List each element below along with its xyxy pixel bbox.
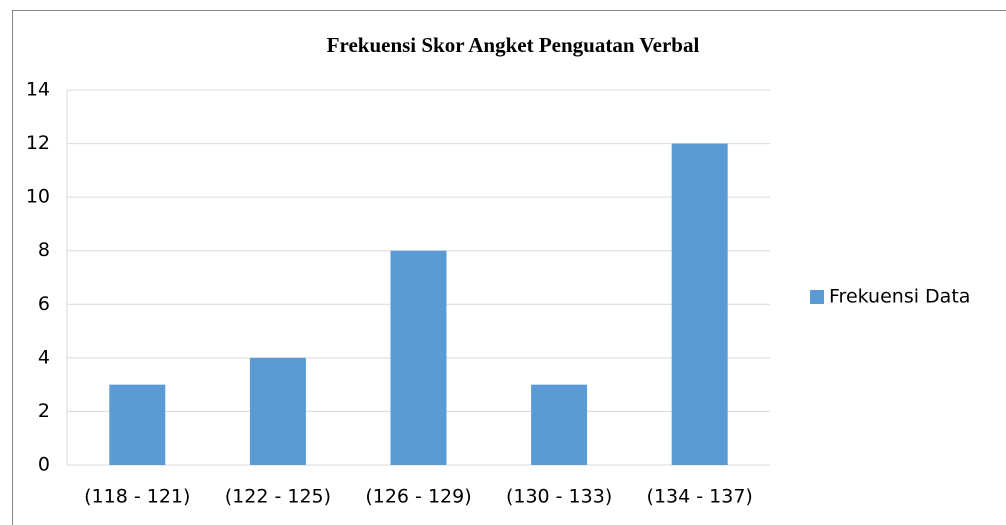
x-tick-label: (122 - 125) xyxy=(225,486,331,508)
bar xyxy=(671,143,728,466)
bar xyxy=(390,250,447,465)
y-tick-label: 2 xyxy=(38,400,50,422)
y-tick-label: 4 xyxy=(38,346,50,368)
y-tick-label: 6 xyxy=(38,293,50,315)
y-tick-label: 0 xyxy=(38,454,50,476)
x-tick-label: (118 - 121) xyxy=(84,486,190,508)
y-tick-label: 14 xyxy=(26,79,50,101)
chart-frame xyxy=(12,10,1006,525)
x-tick-label: (130 - 133) xyxy=(506,486,612,508)
x-tick-label: (126 - 129) xyxy=(365,486,471,508)
x-tick-label: (134 - 137) xyxy=(647,486,753,508)
y-tick-label: 12 xyxy=(26,132,50,154)
legend-label: Frekuensi Data xyxy=(829,286,970,308)
bar xyxy=(109,384,166,465)
y-tick-label: 8 xyxy=(38,239,50,261)
legend-swatch xyxy=(810,290,824,304)
y-tick-label: 10 xyxy=(26,186,50,208)
chart-title: Frekuensi Skor Angket Penguatan Verbal xyxy=(327,33,700,57)
bar xyxy=(531,384,588,465)
bar xyxy=(249,357,306,465)
